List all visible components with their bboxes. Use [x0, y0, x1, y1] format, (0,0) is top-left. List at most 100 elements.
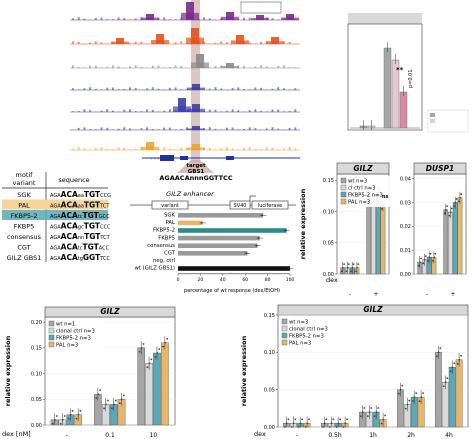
track-noise [288, 127, 291, 130]
track-peak-shoulder [266, 41, 284, 44]
data-point [382, 418, 385, 421]
motif-name: SGK [17, 191, 31, 199]
gene-exon [160, 155, 174, 161]
y-tick-label: 0.01 [400, 248, 411, 254]
gilz-dose-chart: GILZ 0.00 0.05 0.10 0.15 0.20 - 0.1 10 relative e… [2, 306, 176, 439]
track-noise [208, 127, 211, 130]
reporter-x-tick-label: 20 [198, 277, 204, 283]
data-point [148, 362, 151, 365]
track-noise [134, 18, 137, 20]
track-noise [254, 87, 257, 90]
data-point [340, 270, 343, 273]
track-noise [111, 110, 114, 112]
track-peak-shoulder [141, 17, 159, 20]
y-tick-label: 0.05 [323, 241, 334, 247]
track-noise [277, 65, 280, 68]
data-point [99, 389, 102, 392]
track-noise [248, 110, 251, 112]
track-noise [237, 129, 240, 130]
reporter-point [288, 267, 290, 270]
track-noise [180, 17, 183, 20]
data-point [455, 198, 458, 200]
reporter-point [284, 229, 287, 232]
track-peak [146, 14, 154, 20]
track-noise [254, 43, 257, 44]
y-tick-label: 0.15 [264, 313, 275, 319]
track-noise [294, 148, 297, 150]
track-noise [237, 19, 240, 20]
dex-time-label: dex [254, 430, 266, 438]
data-point [454, 201, 457, 204]
track-noise [288, 147, 291, 150]
reporter-category-label: neg. ctrl [153, 258, 175, 264]
motif-table: motif variant sequence SGK AGAACAaaTGTCCG… [2, 171, 111, 262]
motif-sequence-part: TGT [84, 232, 101, 241]
legend-box [280, 317, 338, 348]
data-bar [380, 205, 386, 275]
x-category-label: - [426, 291, 428, 298]
genome-browser: ‹ ‹ ‹ target GBS1 AGAACAnnnGGTTCC [70, 0, 300, 182]
track-noise [243, 147, 245, 150]
track-peak [192, 84, 200, 90]
track-noise [191, 19, 194, 20]
motif-sequence-part: gc [78, 225, 84, 231]
plot-title-strip [413, 162, 467, 175]
reporter-bar [178, 243, 258, 248]
track-noise [271, 147, 274, 150]
ns-annotation: ns [382, 194, 389, 200]
track-noise [151, 65, 154, 68]
track-peak-shoulder [187, 128, 205, 130]
data-point [446, 205, 448, 208]
track-peak-shoulder [186, 37, 204, 44]
x-category-label: + [450, 291, 455, 298]
data-point [420, 396, 423, 399]
motif-sequence-part: GGT [83, 253, 101, 262]
track-noise [117, 128, 120, 130]
track-noise [72, 111, 74, 112]
track-noise [254, 149, 257, 150]
sv40-box [229, 200, 251, 210]
track-peak [116, 38, 124, 44]
track-noise [214, 65, 217, 68]
track-noise [174, 19, 177, 20]
track-noise [203, 17, 206, 20]
track-noise [265, 89, 268, 90]
data-point [432, 260, 434, 262]
track-noise [220, 148, 223, 150]
legend-label: PAL n=3 [348, 200, 370, 206]
reporter-point [245, 252, 248, 255]
track-noise [277, 87, 280, 90]
track-peak-shoulder [187, 147, 205, 150]
motif-sequence-part: aa [78, 193, 84, 199]
inset-bar [399, 91, 408, 129]
track-noise [157, 17, 160, 20]
track-noise [146, 109, 149, 112]
reporter-category-label: wt (GILZ GBS1) [134, 266, 175, 272]
track-noise [282, 88, 285, 90]
y-tick-label: 0.05 [264, 387, 275, 393]
motif-sequence: AGAACAtcTGTACC [50, 243, 110, 252]
track-noise [294, 127, 297, 130]
track-noise [225, 110, 228, 112]
data-point [380, 422, 383, 425]
motif-name: FKBP5-2 [11, 212, 38, 220]
motif-row-highlight [2, 199, 108, 210]
track-noise [214, 109, 217, 112]
track-noise [157, 129, 160, 130]
data-point [332, 418, 335, 421]
reporter-category-label: FKBP5-2 [153, 228, 175, 234]
data-point [299, 422, 302, 425]
track-noise [225, 147, 228, 150]
track-peak-shoulder [111, 41, 129, 44]
data-point [150, 358, 153, 361]
track-noise [129, 128, 131, 130]
track-noise [89, 110, 92, 112]
data-point [75, 417, 78, 420]
track-noise [146, 18, 149, 20]
track-peak-shoulder [151, 40, 169, 44]
reporter-category-label: CGT [164, 251, 176, 257]
track-noise [265, 147, 268, 150]
track-noise [225, 42, 228, 44]
motif-sequence-part: TGT [84, 201, 101, 210]
track-noise [220, 18, 223, 20]
